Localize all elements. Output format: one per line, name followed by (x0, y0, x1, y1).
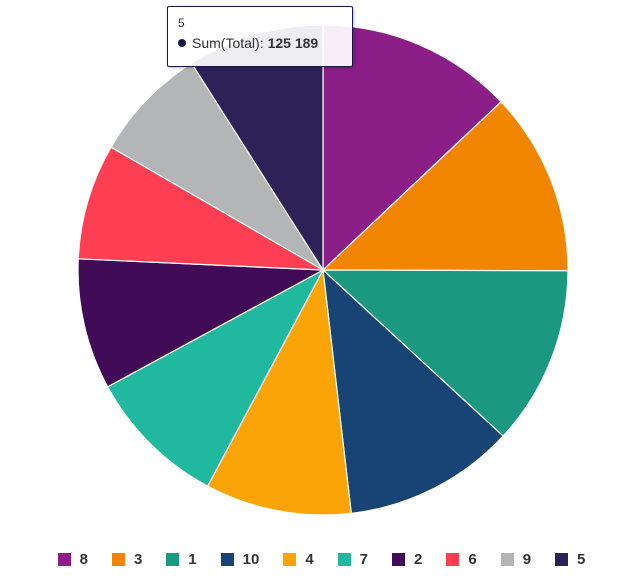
legend-item-1[interactable]: 1 (166, 550, 197, 568)
pie-slice-4[interactable] (206, 268, 352, 516)
legend-item-6[interactable]: 6 (446, 550, 477, 568)
legend-swatch (500, 552, 514, 566)
legend-label: 2 (414, 550, 423, 568)
legend-item-7[interactable]: 7 (337, 550, 369, 568)
legend-swatch (555, 552, 569, 566)
legend-swatch (166, 552, 180, 566)
legend-label: 7 (359, 550, 369, 568)
legend-label: 1 (188, 550, 197, 568)
pie-slice-1[interactable] (321, 269, 569, 437)
legend-item-8[interactable]: 8 (57, 550, 88, 568)
legend-label: 8 (79, 550, 88, 568)
legend-swatch (446, 552, 460, 566)
legend-swatch (57, 552, 71, 566)
legend-swatch (220, 552, 234, 566)
legend-label: 4 (305, 550, 314, 568)
legend-item-10[interactable]: 10 (220, 550, 260, 568)
tooltip-row: Sum(Total): 125 189 (178, 35, 342, 51)
tooltip: 5 Sum(Total): 125 189 (167, 6, 353, 67)
pie-slice-3[interactable] (321, 100, 569, 272)
legend-label: 3 (133, 550, 143, 568)
tooltip-dot (178, 39, 186, 47)
tooltip-value: 125 189 (267, 35, 319, 51)
legend-label: 5 (577, 550, 586, 568)
pie-slice-7[interactable] (106, 268, 325, 487)
tooltip-series: Sum(Total): (192, 35, 264, 51)
pie-slice-2[interactable] (77, 258, 326, 388)
legend: 8 3 1 10 4 7 2 6 9 5 (0, 548, 643, 570)
legend-swatch (111, 552, 125, 566)
legend-item-5[interactable]: 5 (555, 551, 585, 568)
legend-label: 6 (468, 550, 477, 568)
legend-label: 9 (522, 550, 532, 568)
legend-swatch (337, 552, 351, 566)
legend-item-4[interactable]: 4 (283, 550, 314, 568)
pie-chart (77, 24, 569, 516)
legend-item-3[interactable]: 3 (111, 550, 143, 568)
pie-slice-10[interactable] (322, 268, 504, 515)
pie-slice-6[interactable] (77, 146, 324, 271)
legend-item-9[interactable]: 9 (500, 550, 532, 568)
legend-label: 10 (242, 550, 260, 568)
legend-swatch (392, 552, 406, 566)
legend-swatch (283, 552, 297, 566)
legend-item-2[interactable]: 2 (392, 551, 422, 568)
tooltip-category: 5 (178, 16, 185, 30)
